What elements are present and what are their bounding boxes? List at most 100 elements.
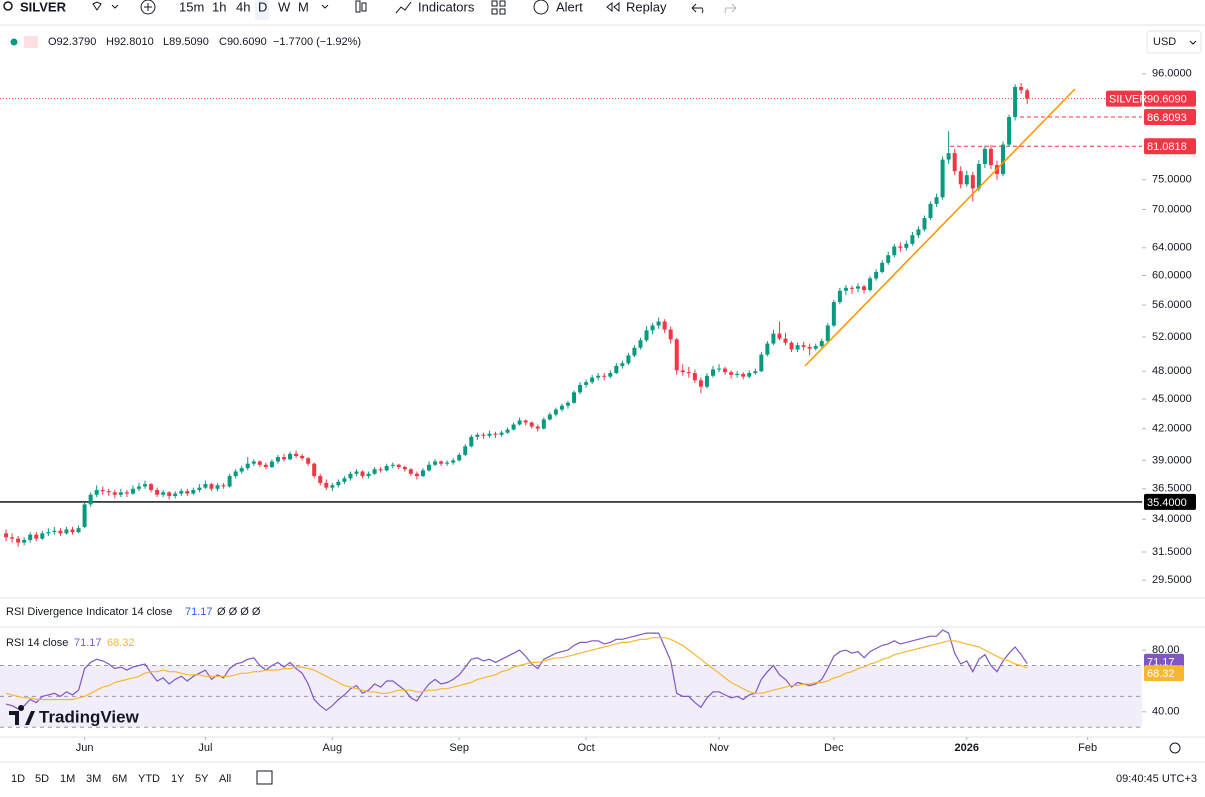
interval[interactable]: 4h	[236, 0, 250, 14]
candle-body	[862, 286, 867, 291]
ohlc-change: −1.7700 (−1.92%)	[273, 36, 361, 48]
interval[interactable]: 1h	[212, 0, 226, 14]
replay-button[interactable]: Replay	[626, 0, 667, 14]
candle-body	[910, 235, 915, 244]
indicators-button[interactable]: Indicators	[418, 0, 475, 14]
candle-body	[251, 461, 256, 464]
alert-icon[interactable]	[533, 0, 549, 15]
interval[interactable]: D	[258, 0, 267, 14]
candle-body	[239, 468, 244, 472]
candle-body	[970, 175, 975, 189]
candle-body	[789, 342, 794, 350]
search-icon[interactable]	[3, 1, 13, 11]
clock: 09:40:45 UTC+3	[1116, 773, 1197, 785]
y-tick-label: 40.00	[1152, 706, 1180, 718]
dropdown-icon[interactable]	[321, 4, 329, 9]
indicator-value: 71.17	[185, 606, 213, 618]
range-button[interactable]: 5Y	[195, 773, 209, 785]
candle-body	[445, 462, 450, 464]
range-button[interactable]: 1Y	[171, 773, 185, 785]
candle-body	[976, 164, 981, 189]
interval[interactable]: W	[278, 0, 291, 14]
candle-body	[94, 489, 99, 495]
range-button[interactable]: 6M	[112, 773, 127, 785]
candle-body	[680, 370, 685, 373]
level-label: 81.0818	[1147, 141, 1187, 153]
gem-icon[interactable]	[92, 1, 102, 11]
range-button[interactable]: 1D	[11, 773, 25, 785]
candle-body	[819, 341, 824, 347]
templates-icon[interactable]	[491, 0, 506, 15]
candle-body	[439, 461, 444, 464]
currency-select[interactable]	[1146, 30, 1202, 54]
candle-body	[475, 434, 480, 437]
level-label-bg	[1144, 138, 1196, 155]
y-tick-label: 52.0000	[1152, 331, 1192, 343]
range-button[interactable]: 5D	[35, 773, 49, 785]
range-button[interactable]: 3M	[86, 773, 101, 785]
candle-body	[70, 529, 75, 533]
y-tick-label: 48.0000	[1152, 365, 1192, 377]
candle-body	[1001, 144, 1006, 175]
currency[interactable]: USD	[1153, 36, 1176, 48]
candle-body	[330, 485, 335, 488]
rsi-ma-tag-bg	[1144, 665, 1184, 682]
candle-body	[801, 345, 806, 347]
y-tick-label: 31.5000	[1152, 546, 1192, 558]
candle-body	[946, 153, 951, 160]
settings-icon[interactable]	[1169, 742, 1181, 754]
redo-icon[interactable]	[724, 3, 737, 14]
candle-body	[366, 473, 371, 477]
candle-body	[414, 473, 419, 477]
candle-body	[656, 321, 661, 326]
candle-body	[650, 325, 655, 331]
price-pane: 29.5000 31.5000 34.0000 36.5000 39.0000 42.00…	[0, 68, 1192, 754]
y-tick-label: 29.5000	[1152, 574, 1192, 586]
candle-body	[692, 373, 697, 381]
add-icon[interactable]	[140, 0, 156, 15]
candle-body	[904, 243, 909, 248]
candle-body	[578, 384, 583, 393]
range-button[interactable]: 1M	[60, 773, 75, 785]
y-tick-label: 70.0000	[1152, 203, 1192, 215]
range-button[interactable]: All	[219, 773, 231, 785]
candle-body	[257, 461, 262, 465]
trend-line[interactable]	[804, 88, 1076, 367]
candle-body	[324, 482, 329, 488]
indicators-icon[interactable]	[395, 1, 412, 14]
candle-body	[783, 338, 788, 343]
rsi-title: RSI 14 close	[6, 637, 68, 649]
undo-icon[interactable]	[691, 3, 704, 14]
symbol[interactable]: SILVER	[20, 0, 67, 14]
level-label-bg	[1144, 108, 1196, 125]
intervals: 15m 1h 4h D W M	[179, 0, 309, 20]
candle-body	[215, 485, 220, 489]
interval[interactable]: 15m	[179, 0, 204, 14]
dropdown-icon[interactable]	[111, 4, 119, 9]
candle-body	[360, 471, 365, 477]
add-icon-cross	[144, 3, 152, 11]
candle-body	[245, 463, 250, 469]
candle-body	[396, 464, 401, 468]
candle-body	[565, 402, 570, 406]
candle-body	[82, 504, 87, 527]
candle-body	[825, 325, 830, 342]
x-tick-label: 2026	[955, 742, 979, 754]
replay-icon[interactable]	[606, 1, 620, 13]
alert-button[interactable]: Alert	[556, 0, 583, 14]
candle-body	[547, 414, 552, 420]
candle-body	[124, 492, 129, 494]
candle-body	[191, 489, 196, 494]
candle-body	[4, 533, 9, 538]
candle-body	[982, 148, 987, 165]
range-button[interactable]: YTD	[138, 773, 160, 785]
candle-body	[58, 530, 63, 534]
candle-body	[856, 286, 861, 289]
date-range-icon[interactable]	[256, 770, 273, 785]
interval[interactable]: M	[298, 0, 309, 14]
candle-body	[517, 420, 522, 425]
candle-body	[469, 436, 474, 447]
candle-body	[958, 171, 963, 185]
chart-type-icon[interactable]	[355, 0, 361, 13]
candle-body	[662, 321, 667, 330]
